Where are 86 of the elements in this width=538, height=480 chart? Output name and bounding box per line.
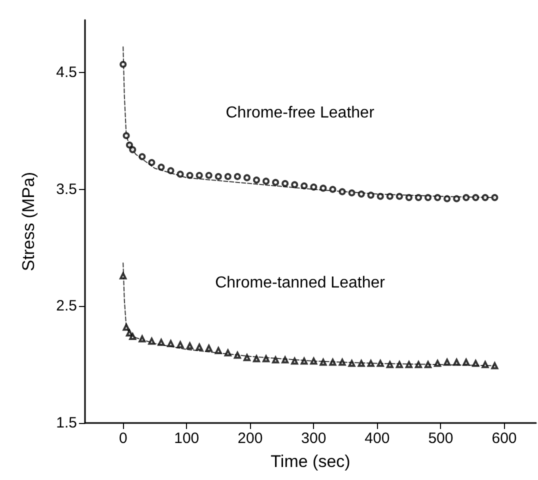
- y-tick-label: 1.5: [56, 414, 77, 432]
- point: [367, 192, 374, 199]
- x-tick-label: 300: [301, 430, 326, 447]
- x-tick-label: 0: [118, 430, 128, 447]
- point: [462, 194, 470, 202]
- point: [310, 184, 318, 191]
- point: [414, 194, 422, 202]
- point: [262, 178, 270, 185]
- point: [358, 360, 365, 367]
- point: [472, 360, 480, 367]
- point: [329, 358, 336, 366]
- point: [234, 173, 241, 180]
- point: [272, 356, 280, 364]
- point: [424, 194, 432, 202]
- point: [129, 146, 136, 154]
- point: [453, 358, 460, 366]
- y-tick-label: 4.5: [56, 64, 77, 82]
- point: [348, 360, 356, 367]
- point: [205, 344, 212, 352]
- point: [482, 194, 489, 202]
- point: [243, 174, 250, 182]
- point: [122, 132, 130, 140]
- point: [122, 324, 130, 331]
- point: [444, 195, 451, 202]
- annotation: Chrome-tanned Leather: [215, 274, 386, 292]
- point: [424, 361, 432, 368]
- x-tick-label: 400: [364, 430, 390, 447]
- point: [158, 164, 165, 171]
- x-axis-title: Time (sec): [270, 452, 350, 471]
- point: [282, 180, 289, 188]
- point: [253, 176, 260, 184]
- point: [338, 188, 346, 196]
- point: [320, 184, 327, 192]
- point: [300, 182, 308, 190]
- point: [414, 361, 422, 368]
- point: [367, 360, 374, 367]
- x-tick-label: 200: [238, 430, 263, 447]
- point: [176, 170, 184, 178]
- point: [444, 358, 451, 366]
- point: [376, 192, 384, 200]
- point: [148, 159, 156, 166]
- point: [282, 356, 289, 364]
- point: [405, 194, 412, 202]
- point: [491, 362, 498, 370]
- x-tick-label: 100: [174, 430, 200, 447]
- y-tick-label: 2.5: [56, 298, 77, 315]
- point: [186, 172, 194, 179]
- point: [453, 195, 460, 202]
- point: [348, 189, 356, 196]
- point: [120, 60, 127, 68]
- y-tick-label: 3.5: [56, 180, 77, 198]
- point: [120, 272, 127, 280]
- point: [396, 192, 403, 200]
- point: [434, 194, 442, 202]
- point: [138, 153, 146, 160]
- point: [358, 190, 365, 198]
- point: [291, 181, 298, 188]
- point: [158, 338, 165, 346]
- point: [234, 352, 241, 359]
- annotation: Chrome-free Leather: [226, 104, 375, 122]
- point: [214, 173, 222, 180]
- point: [320, 358, 327, 366]
- point: [126, 141, 133, 148]
- y-axis-title: Stress (MPa): [19, 172, 38, 272]
- point: [329, 186, 336, 193]
- point: [386, 192, 394, 200]
- point: [262, 355, 270, 362]
- point: [272, 178, 280, 186]
- point: [196, 172, 203, 179]
- point: [167, 167, 174, 174]
- point: [462, 358, 470, 366]
- point: [376, 360, 384, 367]
- point: [205, 172, 212, 179]
- point: [148, 338, 156, 345]
- point: [338, 358, 346, 366]
- point: [224, 173, 232, 180]
- point: [138, 335, 146, 342]
- point: [224, 349, 232, 356]
- point: [186, 342, 194, 350]
- point: [472, 194, 480, 202]
- x-tick-label: 500: [428, 430, 454, 447]
- point: [253, 355, 260, 362]
- point: [176, 341, 184, 348]
- point: [434, 360, 442, 367]
- x-tick-label: 600: [492, 430, 517, 447]
- point: [491, 194, 498, 202]
